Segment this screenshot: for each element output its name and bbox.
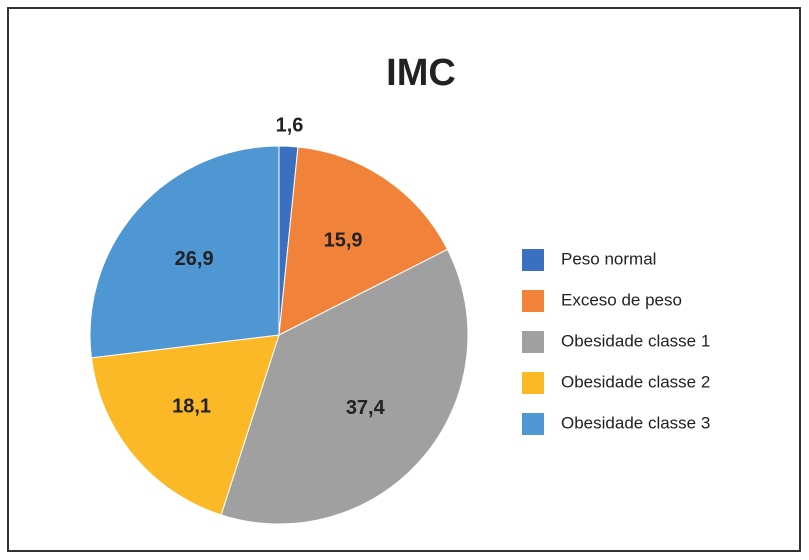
legend-swatch <box>522 249 544 271</box>
data-label: 26,9 <box>175 248 214 270</box>
pie-slice <box>89 145 280 359</box>
pie-slice <box>220 248 469 525</box>
data-label: 37,4 <box>346 397 386 419</box>
legend-label: Obesidade classe 3 <box>561 413 710 432</box>
legend-swatch <box>522 290 544 312</box>
chart-title: IMC <box>386 52 456 94</box>
legend-swatch <box>522 331 544 353</box>
data-label: 1,6 <box>276 115 304 137</box>
pie-slice <box>278 146 449 336</box>
legend-label: Obesidade classe 1 <box>561 331 710 350</box>
legend-swatch <box>522 372 544 394</box>
legend-label: Exceso de peso <box>561 290 682 309</box>
pie-slice <box>90 334 280 516</box>
data-label: 18,1 <box>172 395 211 417</box>
data-label: 15,9 <box>324 230 363 252</box>
legend-label: Obesidade classe 2 <box>561 372 710 391</box>
legend-label: Peso normal <box>561 249 656 268</box>
legend-swatch <box>522 413 544 435</box>
